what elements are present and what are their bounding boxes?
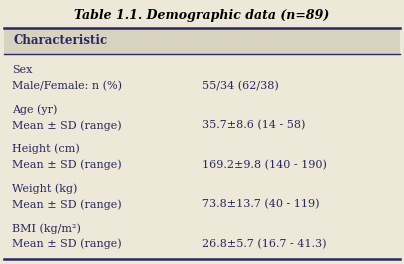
Text: Mean ± SD (range): Mean ± SD (range) <box>12 239 122 249</box>
Text: Age (yr): Age (yr) <box>12 104 57 115</box>
Text: BMI (kg/m²): BMI (kg/m²) <box>12 223 81 234</box>
Text: 26.8±5.7 (16.7 - 41.3): 26.8±5.7 (16.7 - 41.3) <box>202 239 326 249</box>
Bar <box>4 28 400 54</box>
Text: 169.2±9.8 (140 - 190): 169.2±9.8 (140 - 190) <box>202 160 327 170</box>
Text: Characteristic: Characteristic <box>14 34 107 48</box>
Text: Mean ± SD (range): Mean ± SD (range) <box>12 199 122 210</box>
Text: Height (cm): Height (cm) <box>12 144 80 154</box>
Text: Weight (kg): Weight (kg) <box>12 183 78 194</box>
Text: Mean ± SD (range): Mean ± SD (range) <box>12 160 122 170</box>
Text: Mean ± SD (range): Mean ± SD (range) <box>12 120 122 131</box>
Text: Male/Female: n (%): Male/Female: n (%) <box>12 81 122 91</box>
Text: 55/34 (62/38): 55/34 (62/38) <box>202 81 279 91</box>
Text: 73.8±13.7 (40 - 119): 73.8±13.7 (40 - 119) <box>202 199 320 210</box>
Text: 35.7±8.6 (14 - 58): 35.7±8.6 (14 - 58) <box>202 120 305 130</box>
Text: Sex: Sex <box>12 65 32 75</box>
Text: Table 1.1. Demographic data (n=89): Table 1.1. Demographic data (n=89) <box>74 9 330 22</box>
